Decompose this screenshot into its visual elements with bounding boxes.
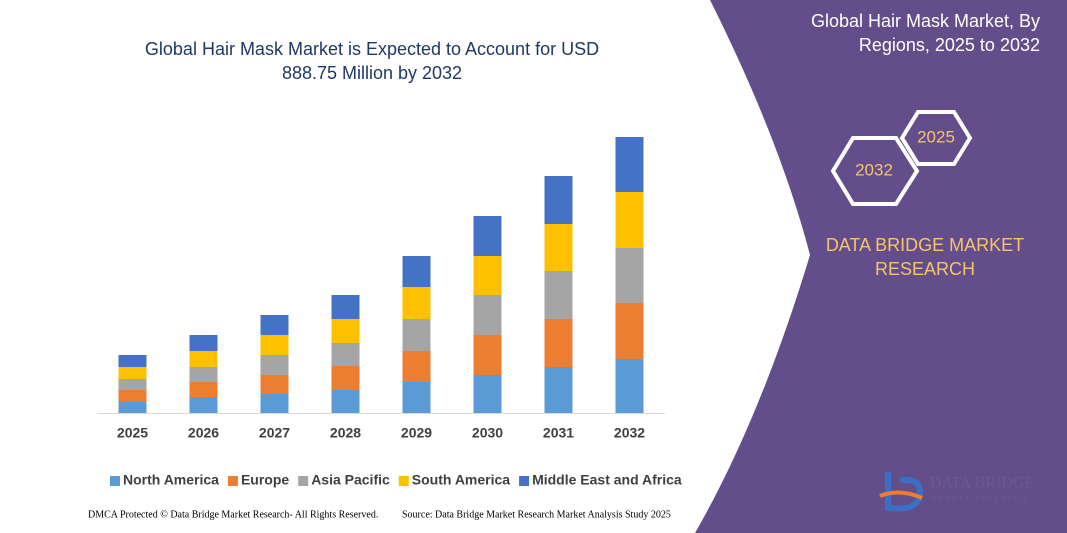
legend-swatch bbox=[298, 476, 309, 486]
bar-segment bbox=[118, 367, 147, 379]
panel-title: Global Hair Mask Market, By bbox=[811, 11, 1040, 31]
bar-segment bbox=[331, 343, 360, 366]
legend-label: South America bbox=[412, 472, 510, 488]
bar-segment bbox=[615, 248, 644, 303]
bar-segment bbox=[331, 319, 360, 343]
bar-segment bbox=[331, 366, 360, 390]
logo-text: MARKET RESEARCH bbox=[930, 495, 1028, 503]
legend-swatch bbox=[110, 476, 120, 486]
footer-note: DMCA Protected © Data Bridge Market Rese… bbox=[88, 509, 378, 520]
bar-segment bbox=[189, 382, 218, 397]
x-tick-label: 2027 bbox=[259, 425, 290, 441]
bar-segment bbox=[544, 271, 573, 319]
brand: DATA BRIDGE MARKET bbox=[826, 235, 1024, 255]
bar-segment bbox=[118, 355, 147, 367]
hex-label: 2032 bbox=[855, 160, 893, 179]
bar-segment bbox=[331, 295, 360, 319]
bar-segment bbox=[402, 351, 431, 382]
panel-title: Regions, 2025 to 2032 bbox=[859, 35, 1040, 55]
bar-segment bbox=[615, 192, 644, 248]
x-tick-label: 2029 bbox=[401, 425, 432, 441]
x-tick-label: 2031 bbox=[543, 425, 574, 441]
legend-label: Europe bbox=[241, 472, 289, 488]
bar-segment bbox=[544, 176, 573, 224]
chart-title: Global Hair Mask Market is Expected to A… bbox=[145, 39, 599, 59]
footer-source: Source: Data Bridge Market Research Mark… bbox=[402, 509, 671, 520]
side-panel bbox=[695, 0, 1067, 533]
bar-segment bbox=[402, 319, 431, 351]
bar-segment bbox=[189, 335, 218, 351]
logo-mark bbox=[885, 472, 924, 512]
bar-segment bbox=[473, 335, 502, 375]
brand: RESEARCH bbox=[875, 259, 975, 279]
bar-segment bbox=[189, 351, 218, 367]
hex-label: 2025 bbox=[917, 127, 955, 146]
x-tick-label: 2032 bbox=[614, 425, 645, 441]
bar-segment bbox=[402, 382, 431, 413]
x-tick-label: 2030 bbox=[472, 425, 503, 441]
bar-segment bbox=[118, 379, 147, 390]
bar-segment bbox=[402, 256, 431, 287]
bar-segment bbox=[473, 295, 502, 335]
legend-swatch bbox=[398, 476, 409, 486]
bar-segment bbox=[473, 375, 502, 413]
x-tick-label: 2028 bbox=[330, 425, 361, 441]
logo-text: DATA BRIDGE bbox=[930, 475, 1034, 492]
bar-segment bbox=[473, 216, 502, 256]
bar-segment bbox=[118, 390, 147, 402]
hexagon bbox=[830, 136, 920, 206]
hexagon bbox=[899, 110, 973, 166]
bar-segment bbox=[544, 224, 573, 271]
bar-segment bbox=[544, 367, 573, 413]
legend-label: Asia Pacific bbox=[311, 472, 390, 488]
bar-segment bbox=[615, 303, 644, 359]
legend-label: Middle East and Africa bbox=[532, 472, 682, 488]
legend-label: North America bbox=[123, 472, 219, 488]
legend-swatch bbox=[227, 476, 238, 486]
logo-mark bbox=[879, 490, 923, 500]
bar-segment bbox=[615, 137, 644, 192]
bar-segment bbox=[118, 402, 147, 413]
bar-segment bbox=[189, 367, 218, 382]
bar-segment bbox=[260, 335, 289, 355]
bar-segment bbox=[260, 355, 289, 375]
chart-title: 888.75 Million by 2032 bbox=[282, 63, 462, 83]
bar-segment bbox=[260, 394, 289, 413]
bar-segment bbox=[473, 256, 502, 295]
bar-segment bbox=[402, 287, 431, 319]
bar-segment bbox=[615, 359, 644, 413]
x-tick-label: 2026 bbox=[188, 425, 219, 441]
logo: DATA BRIDGE MARKET RESEARCH bbox=[879, 472, 1034, 512]
legend-swatch bbox=[519, 476, 530, 486]
bar-segment bbox=[331, 390, 360, 413]
bar-segment bbox=[189, 397, 218, 413]
x-tick-label: 2025 bbox=[117, 425, 148, 441]
bar-segment bbox=[260, 315, 289, 335]
bar-segment bbox=[260, 375, 289, 394]
bar-segment bbox=[544, 319, 573, 367]
